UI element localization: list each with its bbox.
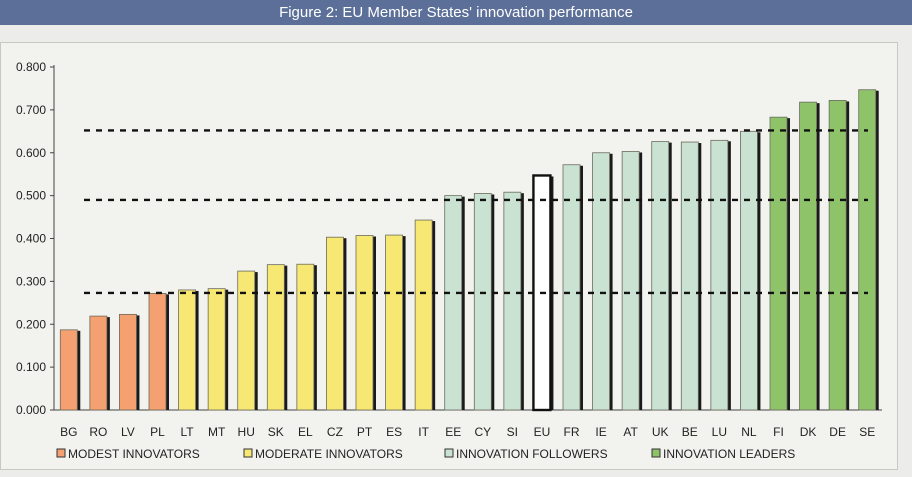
bar-cz [326,236,344,411]
bar-es [385,234,403,411]
y-tick-label: 0.700 [16,103,46,117]
legend-swatch-modest [56,448,66,458]
bar-ee [444,195,463,411]
bar-ie [592,152,610,411]
x-tick-label: LT [181,425,195,439]
y-tick-label: 0.600 [16,146,46,160]
bar-fr [562,164,581,411]
y-tick-label: 0.400 [16,232,46,246]
bar-se [858,89,877,411]
bar-sk [266,264,285,411]
x-tick-label: DE [829,425,846,439]
x-tick-label: AT [623,425,638,439]
y-tick-label: 0.200 [16,317,46,331]
legend-swatch-moderate [243,448,253,458]
x-tick-label: EE [445,425,461,439]
x-tick-label: CY [474,425,491,439]
y-tick-label: 0.300 [16,274,46,288]
x-tick-label: FR [564,425,580,439]
y-tick-label: 0.800 [16,60,46,74]
legend-swatch-leaders [651,448,661,458]
bar-it [414,219,433,411]
bar-de [828,100,847,411]
x-tick-label: IE [595,425,606,439]
x-tick-label: CZ [327,425,343,439]
x-tick-label: SK [268,425,284,439]
y-tick-label: 0.000 [16,403,46,417]
bar-bg [59,329,78,411]
x-tick-label: SI [507,425,518,439]
x-tick-label: PT [357,425,373,439]
bar-at [621,151,640,411]
y-tick-label: 0.100 [16,360,46,374]
bar-ro [89,315,108,411]
legend-label-modest: MODEST INNOVATORS [68,447,200,461]
x-tick-label: ES [386,425,402,439]
legend-swatch-followers [444,448,454,458]
bar-si [503,191,522,411]
x-tick-label: SE [859,425,875,439]
x-tick-label: LU [712,425,727,439]
x-tick-label: DK [800,425,817,439]
bar-cy [473,193,492,411]
x-tick-label: EU [534,425,551,439]
x-tick-label: HU [238,425,255,439]
bar-pl [148,292,167,411]
x-tick-label: EL [298,425,313,439]
bar-lv [119,313,137,411]
bar-lu [710,139,729,411]
x-tick-label: PL [150,425,165,439]
legend-label-moderate: MODERATE INNOVATORS [255,447,403,461]
bar-fi [769,116,788,411]
bar-dk [799,101,817,411]
bar-uk [651,141,670,411]
x-tick-label: BE [682,425,698,439]
bar-pt [355,235,374,411]
bar-nl [740,130,758,411]
x-tick-label: NL [741,425,757,439]
x-tick-label: MT [208,425,226,439]
legend-label-followers: INNOVATION FOLLOWERS [456,447,608,461]
y-tick-label: 0.500 [16,189,46,203]
x-tick-label: UK [652,425,669,439]
x-tick-label: IT [418,425,429,439]
bar-hu [237,270,256,411]
x-tick-label: BG [60,425,77,439]
legend-label-leaders: INNOVATION LEADERS [663,447,795,461]
bar-el [296,263,315,411]
x-tick-label: LV [121,425,135,439]
x-tick-label: RO [89,425,107,439]
x-tick-label: FI [773,425,784,439]
bar-lt [178,289,196,411]
bar-be [680,141,699,411]
figure-title: Figure 2: EU Member States' innovation p… [0,0,912,25]
bar-mt [207,288,226,411]
